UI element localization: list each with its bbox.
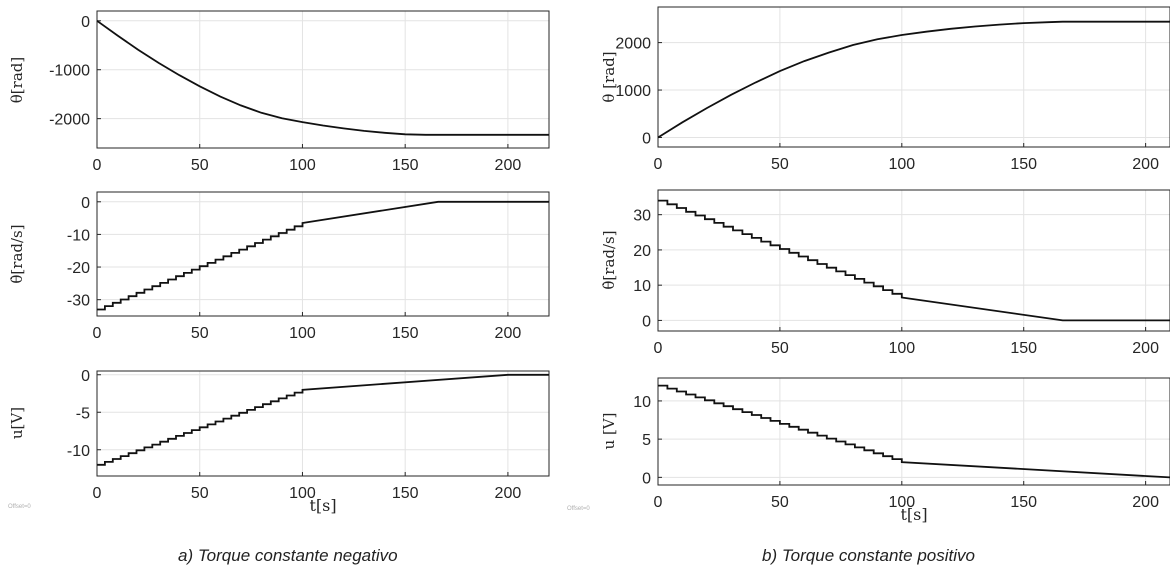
subplot-b-3: 0 50 100 150 200 0 5 10 u [V] xyxy=(600,377,1170,511)
series-line xyxy=(97,373,549,466)
y-tick-label: -5 xyxy=(76,405,90,422)
y-tick-label: 10 xyxy=(633,394,651,411)
caption-b: b) Torque constante positivo xyxy=(762,546,975,566)
caption-b-text: Torque constante positivo xyxy=(777,546,975,565)
x-tick-label: 50 xyxy=(771,340,789,357)
x-tick-label: 0 xyxy=(93,485,102,502)
y-tick-label: 0 xyxy=(81,195,90,212)
x-tick-label: 0 xyxy=(93,325,102,342)
caption-b-letter: b) xyxy=(762,546,778,565)
series-line xyxy=(658,384,1170,479)
x-tick-label: 200 xyxy=(1132,340,1159,357)
y-tick-label: 0 xyxy=(642,131,651,148)
x-tick-label: 0 xyxy=(654,494,663,511)
y-axis-label: θ[rad] xyxy=(8,57,26,103)
x-axis-label-a: t[s] xyxy=(309,496,336,515)
x-tick-label: 50 xyxy=(771,494,789,511)
subplot-a-2: 0 50 100 150 200 0 -10 -20 -30 θ̇[rad/s] xyxy=(8,191,550,342)
x-tick-label: 150 xyxy=(392,157,419,174)
x-tick-label: 100 xyxy=(888,494,915,511)
axes-frame xyxy=(96,370,550,477)
x-tick-label: 50 xyxy=(191,485,209,502)
x-tick-label: 0 xyxy=(654,156,663,173)
axes-frame xyxy=(96,10,550,149)
axes-frame xyxy=(657,189,1170,332)
y-axis-label: u[V] xyxy=(8,407,26,439)
y-tick-label: 0 xyxy=(642,313,651,330)
x-tick-label: 100 xyxy=(289,325,316,342)
y-tick-label: 0 xyxy=(642,470,651,487)
subplot-b-2: 0 50 100 150 200 0 10 20 30 θ̇[rad/s] xyxy=(600,189,1170,357)
x-tick-label: 50 xyxy=(191,157,209,174)
x-tick-label: 50 xyxy=(191,325,209,342)
y-tick-label: 30 xyxy=(633,208,651,225)
x-tick-label: 200 xyxy=(495,325,522,342)
caption-a-letter: a) xyxy=(178,546,194,565)
x-tick-label: 200 xyxy=(495,485,522,502)
y-tick-label: 1000 xyxy=(615,83,651,100)
x-tick-label: 150 xyxy=(392,485,419,502)
axes-frame xyxy=(96,191,550,317)
series-line xyxy=(96,20,549,136)
y-tick-label: -10 xyxy=(67,443,90,460)
series-line xyxy=(97,200,549,311)
x-tick-label: 50 xyxy=(771,156,789,173)
x-tick-label: 150 xyxy=(392,325,419,342)
x-tick-label: 0 xyxy=(93,157,102,174)
series-line xyxy=(657,20,1170,139)
series-line xyxy=(658,199,1170,322)
offset-label-b: Offset=0 xyxy=(567,506,590,512)
x-tick-label: 100 xyxy=(289,157,316,174)
axes-frame xyxy=(657,377,1170,486)
caption-a-text: Torque constante negativo xyxy=(193,546,398,565)
x-tick-label: 100 xyxy=(888,156,915,173)
y-tick-label: -10 xyxy=(67,227,90,244)
x-tick-label: 150 xyxy=(1010,494,1037,511)
y-tick-label: 0 xyxy=(81,14,90,31)
x-tick-label: 100 xyxy=(289,485,316,502)
y-tick-label: 10 xyxy=(633,278,651,295)
y-tick-label: 2000 xyxy=(615,36,651,53)
x-tick-label: 200 xyxy=(495,157,522,174)
y-tick-label: -30 xyxy=(67,293,90,310)
y-tick-label: -2000 xyxy=(49,112,90,129)
y-tick-label: -1000 xyxy=(49,63,90,80)
y-tick-label: 5 xyxy=(642,432,651,449)
subplot-a-3: 0 50 100 150 200 0 -5 -10 u[V] xyxy=(8,368,550,502)
y-axis-label: θ̇[rad/s] xyxy=(8,224,26,283)
x-tick-label: 150 xyxy=(1010,156,1037,173)
y-tick-label: -20 xyxy=(67,260,90,277)
x-tick-label: 100 xyxy=(888,340,915,357)
y-tick-label: 0 xyxy=(81,368,90,385)
y-tick-label: 20 xyxy=(633,243,651,260)
offset-label-a: Offset=0 xyxy=(8,504,31,510)
y-axis-label: θ̇[rad/s] xyxy=(600,230,618,289)
x-tick-label: 200 xyxy=(1132,156,1159,173)
x-tick-label: 150 xyxy=(1010,340,1037,357)
y-axis-label: u [V] xyxy=(600,413,618,450)
axes-frame xyxy=(657,6,1170,148)
x-axis-label-b: t[s] xyxy=(900,505,927,524)
caption-a: a) Torque constante negativo xyxy=(178,546,398,566)
subplot-a-1: 0 50 100 150 200 0 -1000 -2000 θ[rad] xyxy=(8,10,550,174)
x-tick-label: 200 xyxy=(1132,494,1159,511)
y-axis-label: θ [rad] xyxy=(600,51,618,102)
x-tick-label: 0 xyxy=(654,340,663,357)
